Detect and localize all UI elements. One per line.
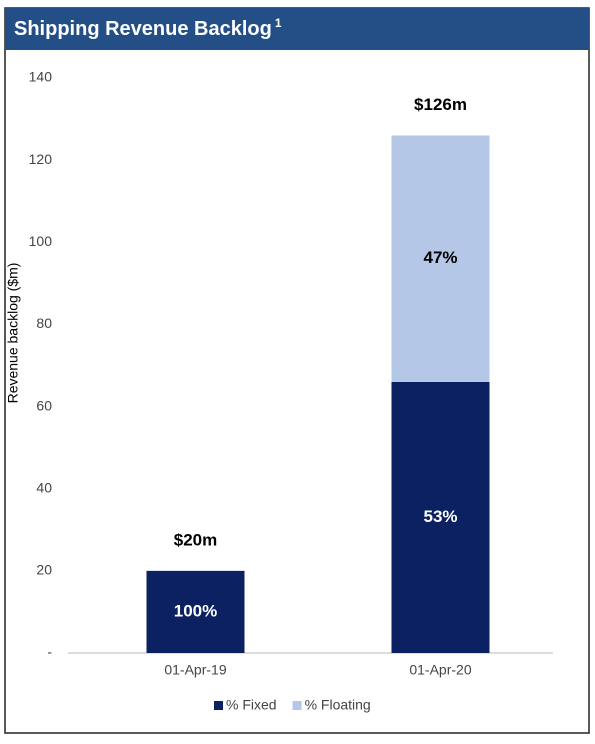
legend-swatch (292, 701, 302, 710)
y-tick-label: 80 (36, 315, 52, 331)
y-tick-label: 60 (36, 397, 52, 413)
y-tick-label: 100 (29, 233, 53, 249)
legend-label: % Fixed (226, 697, 277, 713)
title-text: Shipping Revenue Backlog (14, 18, 272, 40)
title-footnote: 1 (275, 16, 282, 30)
chart-title: Shipping Revenue Backlog 1 (14, 16, 282, 40)
y-tick-label: - (47, 644, 52, 660)
y-tick-label: 20 (36, 562, 52, 578)
total-label: $126m (414, 95, 467, 114)
x-tick-label: 01-Apr-19 (164, 662, 226, 678)
y-tick-label: 140 (29, 69, 53, 85)
title-bar (5, 8, 589, 50)
total-label: $20m (174, 530, 217, 549)
frame (4, 7, 590, 734)
legend-label: % Floating (305, 697, 371, 713)
y-axis-label: Revenue backlog ($m) (5, 263, 21, 404)
x-tick-label: 01-Apr-20 (409, 662, 471, 678)
y-tick-label: 40 (36, 479, 52, 495)
bar-segment (391, 135, 490, 382)
y-tick-label: 120 (29, 151, 53, 167)
segment-label: 100% (174, 601, 217, 620)
bar-segment (146, 570, 245, 653)
bar-segment (391, 381, 490, 653)
segment-label: 53% (423, 507, 457, 526)
segment-label: 47% (423, 248, 457, 267)
legend-swatch (214, 701, 223, 710)
